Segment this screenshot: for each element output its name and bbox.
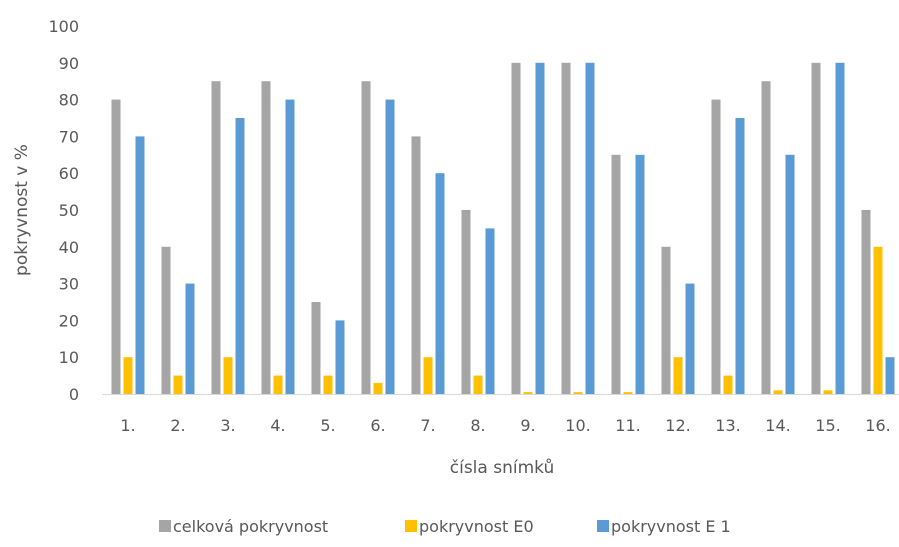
bar-2-14 bbox=[835, 62, 845, 395]
bar-2-0 bbox=[135, 136, 145, 394]
y-axis-ticks: 0 10 20 30 40 50 60 70 80 90 100 bbox=[48, 17, 79, 404]
legend-swatch-2 bbox=[597, 520, 609, 532]
x-tick-label: 10. bbox=[565, 416, 590, 435]
x-tick-label: 6. bbox=[370, 416, 385, 435]
bar-1-9 bbox=[573, 392, 583, 394]
bar-0-2 bbox=[211, 81, 221, 394]
bar-0-4 bbox=[311, 302, 321, 394]
x-axis-title: čísla snímků bbox=[450, 458, 554, 478]
legend-label-1: pokryvnost E0 bbox=[419, 517, 534, 536]
bar-0-3 bbox=[261, 81, 271, 394]
bar-1-3 bbox=[273, 375, 283, 394]
bar-1-15 bbox=[873, 246, 883, 394]
bar-2-1 bbox=[185, 283, 195, 394]
bar-1-0 bbox=[123, 357, 133, 394]
y-tick-label: 20 bbox=[59, 311, 79, 330]
y-tick-label: 10 bbox=[59, 348, 79, 367]
x-tick-label: 3. bbox=[220, 416, 235, 435]
bar-0-10 bbox=[611, 154, 621, 394]
x-tick-label: 1. bbox=[120, 416, 135, 435]
legend: celková pokryvnost pokryvnost E0 pokryvnos… bbox=[159, 517, 731, 536]
x-tick-label: 14. bbox=[765, 416, 790, 435]
bar-0-11 bbox=[661, 246, 671, 394]
bar-2-5 bbox=[385, 99, 395, 394]
bar-1-10 bbox=[623, 392, 633, 394]
bar-1-1 bbox=[173, 375, 183, 394]
bar-0-14 bbox=[811, 62, 821, 395]
bar-1-2 bbox=[223, 357, 233, 394]
bar-1-6 bbox=[423, 357, 433, 394]
y-tick-label: 100 bbox=[48, 17, 79, 36]
x-axis-ticks: 1. 2. 3. 4. 5. 6. 7. 8. 9. 10. 11. 12. 13. 14. 15. 16. bbox=[120, 416, 890, 435]
y-tick-label: 80 bbox=[59, 91, 79, 110]
bar-2-4 bbox=[335, 320, 345, 394]
y-tick-label: 30 bbox=[59, 275, 79, 294]
bar-0-6 bbox=[411, 136, 421, 394]
bar-2-6 bbox=[435, 173, 445, 394]
x-tick-label: 12. bbox=[665, 416, 690, 435]
x-tick-label: 9. bbox=[520, 416, 535, 435]
y-tick-label: 40 bbox=[59, 238, 79, 257]
bar-1-5 bbox=[373, 382, 383, 394]
bar-2-13 bbox=[785, 154, 795, 394]
legend-swatch-0 bbox=[159, 520, 171, 532]
bar-0-1 bbox=[161, 246, 171, 394]
x-tick-label: 8. bbox=[470, 416, 485, 435]
x-tick-label: 11. bbox=[615, 416, 640, 435]
bar-1-8 bbox=[523, 392, 533, 394]
bar-2-15 bbox=[885, 357, 895, 394]
y-tick-label: 50 bbox=[59, 201, 79, 220]
bar-0-5 bbox=[361, 81, 371, 394]
y-tick-label: 60 bbox=[59, 164, 79, 183]
x-tick-label: 7. bbox=[420, 416, 435, 435]
bar-2-8 bbox=[535, 62, 545, 395]
bar-0-12 bbox=[711, 99, 721, 394]
y-tick-label: 70 bbox=[59, 127, 79, 146]
y-tick-label: 0 bbox=[69, 385, 79, 404]
bar-0-15 bbox=[861, 210, 871, 394]
bar-1-4 bbox=[323, 375, 333, 394]
bar-1-11 bbox=[673, 357, 683, 394]
bar-1-14 bbox=[823, 390, 833, 394]
bar-0-8 bbox=[511, 62, 521, 395]
legend-label-0: celková pokryvnost bbox=[173, 517, 328, 536]
bar-2-2 bbox=[235, 118, 245, 394]
bar-2-3 bbox=[285, 99, 295, 394]
bar-2-9 bbox=[585, 62, 595, 395]
bar-0-7 bbox=[461, 210, 471, 394]
bars bbox=[111, 62, 895, 395]
bar-2-11 bbox=[685, 283, 695, 394]
bar-2-12 bbox=[735, 118, 745, 394]
x-tick-label: 15. bbox=[815, 416, 840, 435]
x-tick-label: 13. bbox=[715, 416, 740, 435]
y-tick-label: 90 bbox=[59, 54, 79, 73]
x-tick-label: 5. bbox=[320, 416, 335, 435]
x-tick-label: 2. bbox=[170, 416, 185, 435]
bar-1-13 bbox=[773, 390, 783, 394]
bar-2-7 bbox=[485, 228, 495, 394]
y-axis-title: pokryvnost v % bbox=[12, 144, 32, 276]
bar-0-13 bbox=[761, 81, 771, 394]
legend-swatch-1 bbox=[405, 520, 417, 532]
x-tick-label: 4. bbox=[270, 416, 285, 435]
bar-1-12 bbox=[723, 375, 733, 394]
bar-0-9 bbox=[561, 62, 571, 395]
bar-1-7 bbox=[473, 375, 483, 394]
x-tick-label: 16. bbox=[865, 416, 890, 435]
bar-0-0 bbox=[111, 99, 121, 394]
legend-label-2: pokryvnost E 1 bbox=[611, 517, 731, 536]
bar-2-10 bbox=[635, 154, 645, 394]
